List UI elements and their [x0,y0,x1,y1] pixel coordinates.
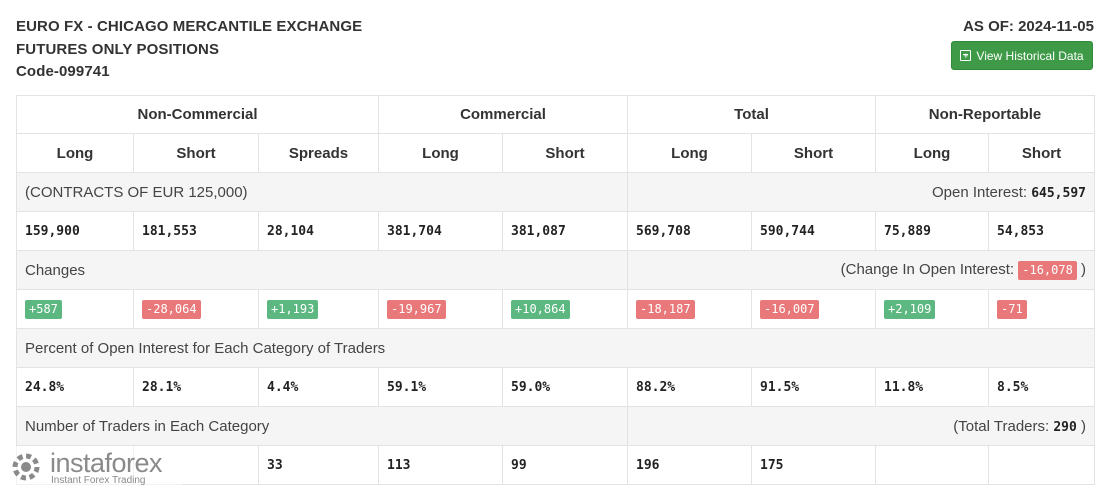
title-line-1: EURO FX - CHICAGO MERCANTILE EXCHANGE [16,18,363,35]
percent-cell: 28.1% [133,367,259,407]
position-cell: 381,704 [378,211,503,251]
position-cell: 28,104 [258,211,379,251]
group-non-commercial: Non-Commercial [16,95,379,134]
total-traders-value: 290 [1053,419,1077,435]
change-oi-close: ) [1081,260,1086,278]
group-commercial: Commercial [378,95,628,134]
change-badge: -28,064 [142,299,201,319]
positions-row: 159,900 181,553 28,104 381,704 381,087 5… [16,211,1095,251]
traders-cell: 113 [378,445,503,485]
watermark-name: instaforex [50,448,163,478]
changes-band-row: Changes (Change In Open Interest: -16,07… [16,250,1095,290]
traders-cell [988,445,1095,485]
percent-cell: 11.8% [875,367,989,407]
title-line-2: FUTURES ONLY POSITIONS [16,40,220,58]
col-total-long: Long [627,133,752,173]
view-historical-data-button[interactable]: View Historical Data [951,41,1093,70]
view-historical-data-label: View Historical Data [976,48,1084,63]
col-nonrep-short: Short [988,133,1095,173]
change-badge: -18,187 [636,299,695,319]
percent-cell: 88.2% [627,367,752,407]
instaforex-watermark: instaforex Instant Forex Trading [4,446,182,489]
total-traders-close: ) [1081,417,1086,435]
traders-band-row: Number of Traders in Each Category (Tota… [16,406,1095,446]
changes-label: Changes [16,250,628,290]
report-title: EURO FX - CHICAGO MERCANTILE EXCHANGE FU… [16,16,362,84]
changes-row: +587 -28,064 +1,193 -19,967 +10,864 -18,… [16,289,1095,329]
change-badge: -71 [997,299,1027,319]
col-noncomm-spreads: Spreads [258,133,379,173]
open-interest-value: 645,597 [1031,185,1086,201]
col-noncomm-short: Short [133,133,259,173]
traders-label: Number of Traders in Each Category [16,406,628,446]
column-header-row: Long Short Spreads Long Short Long Short… [16,133,1095,173]
group-total: Total [627,95,876,134]
watermark-tagline: Instant Forex Trading [51,475,146,486]
traders-cell: 33 [258,445,379,485]
instaforex-logo-icon [12,453,40,481]
percent-cell: 4.4% [258,367,379,407]
position-cell: 381,087 [502,211,628,251]
change-oi-badge: -16,078 [1018,260,1077,280]
cot-table: Non-Commercial Commercial Total Non-Repo… [16,95,1095,485]
change-oi-label: (Change In Open Interest: [840,260,1015,278]
position-cell: 569,708 [627,211,752,251]
percent-cell: 8.5% [988,367,1095,407]
position-cell: 75,889 [875,211,989,251]
position-cell: 159,900 [16,211,134,251]
col-nonrep-long: Long [875,133,989,173]
contracts-band-row: (CONTRACTS OF EUR 125,000) Open Interest… [16,172,1095,212]
col-noncomm-long: Long [16,133,134,173]
report-header: EURO FX - CHICAGO MERCANTILE EXCHANGE FU… [16,16,1094,88]
open-interest: Open Interest: 645,597 [627,172,1095,212]
contract-code: Code-099741 [16,63,110,80]
total-traders-label: (Total Traders: [953,417,1050,435]
percent-cell: 91.5% [751,367,876,407]
traders-cell: 175 [751,445,876,485]
traders-cell: 196 [627,445,752,485]
col-comm-long: Long [378,133,503,173]
change-badge: -19,967 [387,299,446,319]
percent-cell: 59.1% [378,367,503,407]
traders-cell: 99 [502,445,628,485]
change-badge: -16,007 [760,299,819,319]
group-non-reportable: Non-Reportable [875,95,1095,134]
position-cell: 181,553 [133,211,259,251]
change-badge: +2,109 [884,299,936,319]
calendar-plus-icon [960,50,972,61]
position-cell: 54,853 [988,211,1095,251]
percent-label: Percent of Open Interest for Each Catego… [16,328,1095,368]
percent-cell: 59.0% [502,367,628,407]
change-badge: +587 [25,299,62,319]
traders-cell [875,445,989,485]
col-total-short: Short [751,133,876,173]
percent-band-row: Percent of Open Interest for Each Catego… [16,328,1095,368]
as-of-date: AS OF: 2024-11-05 [963,18,1094,35]
total-traders: (Total Traders: 290 ) [627,406,1095,446]
contracts-label: (CONTRACTS OF EUR 125,000) [16,172,628,212]
col-comm-short: Short [502,133,628,173]
traders-row: 33 113 99 196 175 [16,445,1095,485]
change-badge: +1,193 [267,299,319,319]
group-header-row: Non-Commercial Commercial Total Non-Repo… [16,95,1095,134]
percent-cell: 24.8% [16,367,134,407]
change-badge: +10,864 [511,299,570,319]
open-interest-label: Open Interest: [931,183,1028,201]
change-open-interest: (Change In Open Interest: -16,078 ) [627,250,1095,290]
percent-row: 24.8% 28.1% 4.4% 59.1% 59.0% 88.2% 91.5%… [16,367,1095,407]
position-cell: 590,744 [751,211,876,251]
